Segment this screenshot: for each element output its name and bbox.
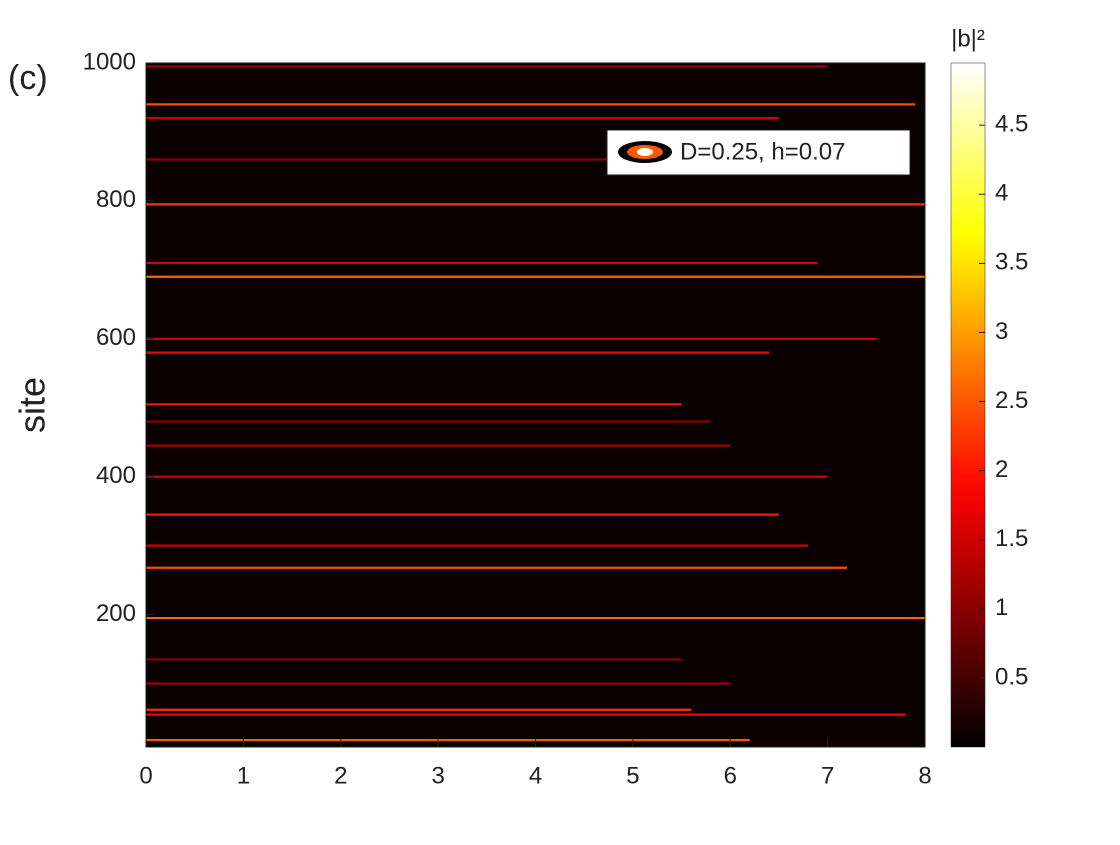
x-tick-label: 0 <box>139 762 152 789</box>
x-tick-label: 4 <box>529 762 542 789</box>
colorbar-tick-label: 3.5 <box>995 249 1028 276</box>
x-tick-label: 5 <box>626 762 639 789</box>
x-tick-label: 1 <box>237 762 250 789</box>
colorbar-tick-label: 4.5 <box>995 111 1028 138</box>
colorbar-tick-label: 3 <box>995 318 1008 345</box>
colorbar-label: |b|² <box>951 25 985 52</box>
x-tick-label: 2 <box>334 762 347 789</box>
colorbar-tick-label: 1.5 <box>995 525 1028 552</box>
colorbar-tick-label: 1 <box>995 594 1008 621</box>
colorbar-tick-label: 2 <box>995 456 1008 483</box>
x-tick-label: 7 <box>821 762 834 789</box>
x-tick-label: 3 <box>431 762 444 789</box>
y-tick-label: 200 <box>96 600 136 627</box>
y-axis-label: site <box>12 377 53 433</box>
y-tick-label: 600 <box>96 324 136 351</box>
colorbar-tick-label: 4 <box>995 180 1008 207</box>
x-tick-label: 8 <box>918 762 931 789</box>
legend-marker-center <box>637 148 653 156</box>
legend-label: D=0.25, h=0.07 <box>680 138 845 165</box>
y-tick-label: 800 <box>96 186 136 213</box>
colorbar <box>950 62 986 748</box>
y-tick-label: 400 <box>96 462 136 489</box>
y-tick-label: 1000 <box>83 48 136 75</box>
colorbar-tick-label: 0.5 <box>995 663 1028 690</box>
x-tick-label: 6 <box>724 762 737 789</box>
panel-label: (c) <box>8 59 48 97</box>
colorbar-tick-label: 2.5 <box>995 387 1028 414</box>
